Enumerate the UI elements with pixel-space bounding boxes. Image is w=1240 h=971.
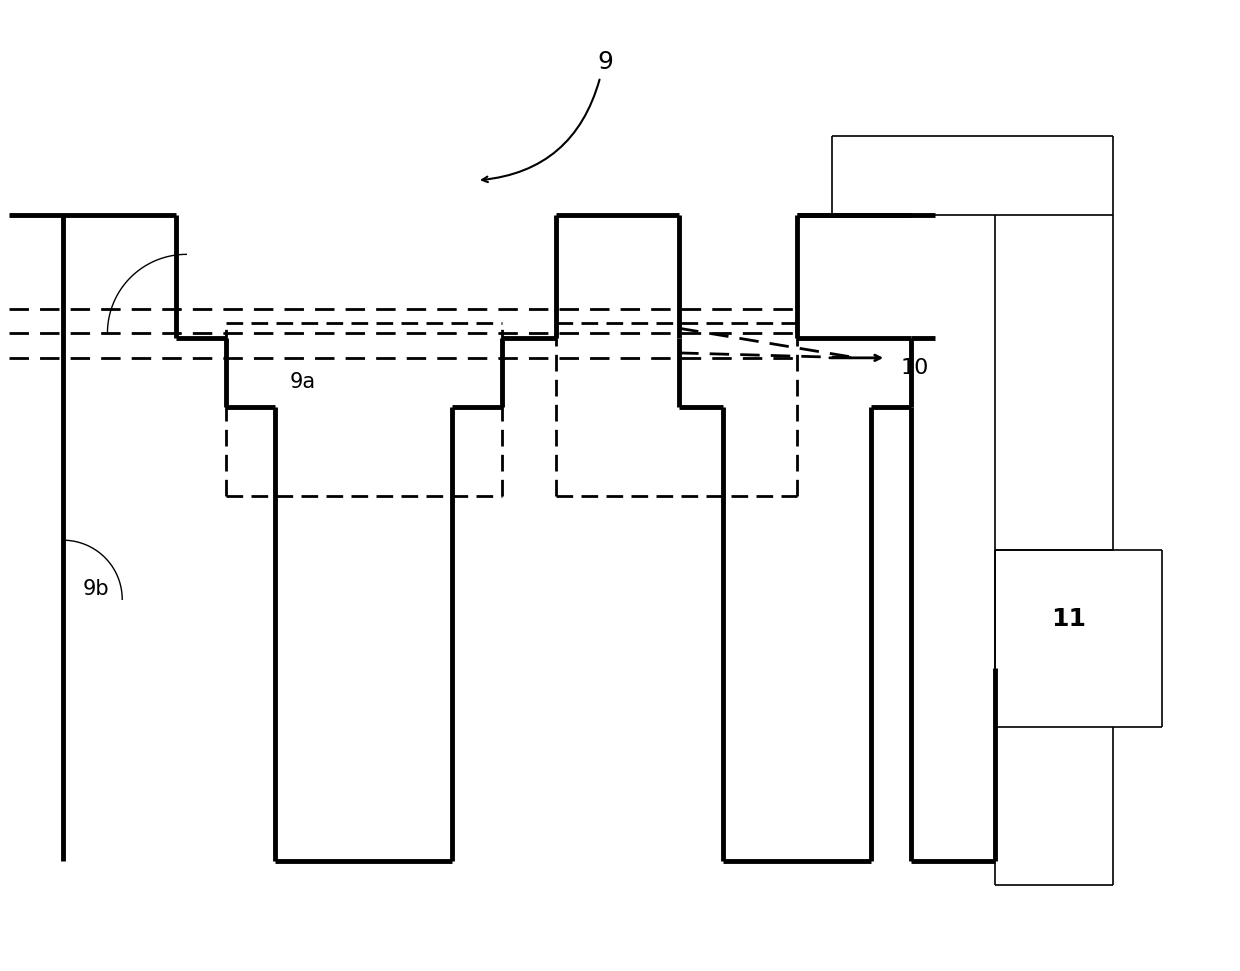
Text: 11: 11 — [1052, 607, 1086, 631]
Text: 10: 10 — [901, 357, 929, 378]
Text: 9b: 9b — [83, 580, 109, 599]
Text: 9: 9 — [598, 50, 613, 74]
Text: 9a: 9a — [290, 373, 316, 392]
